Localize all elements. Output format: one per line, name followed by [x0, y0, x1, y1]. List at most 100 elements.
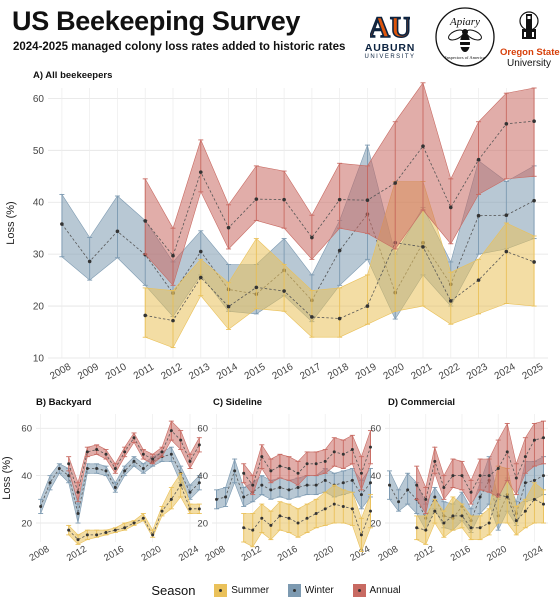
point-annual: [197, 443, 201, 447]
point-summer: [296, 521, 300, 525]
y-tick-label: 30: [33, 250, 45, 261]
point-winter: [406, 488, 410, 492]
point-summer: [287, 516, 291, 520]
y-tick-label: 60: [21, 424, 32, 435]
x-tick-label: 2008: [376, 544, 400, 564]
osu-logo: Oregon State University: [500, 10, 560, 69]
x-tick-label: 2023: [465, 361, 490, 382]
y-tick-label: 20: [21, 519, 32, 530]
point-annual: [287, 467, 291, 471]
x-tick-label: 2012: [413, 544, 437, 564]
line-winter: [40, 453, 200, 514]
point-winter: [532, 198, 536, 203]
point-winter: [368, 481, 372, 485]
point-winter: [523, 481, 527, 485]
x-tick-label: 2021: [409, 361, 434, 382]
point-annual: [359, 471, 363, 475]
point-summer: [323, 507, 327, 511]
line-summer: [416, 494, 544, 531]
point-summer: [451, 514, 455, 518]
point-winter: [215, 497, 219, 501]
y-tick-label: 20: [197, 519, 208, 530]
y-tick-label: 10: [33, 354, 45, 365]
panel-3: 20 40 60 2008 2012 2016 2020 2024 D) Commercial: [370, 397, 548, 564]
point-annual: [151, 457, 155, 461]
point-winter: [198, 249, 203, 254]
point-summer: [171, 318, 175, 323]
x-tick-label: 2016: [449, 544, 473, 564]
point-summer: [359, 533, 363, 537]
point-annual: [85, 450, 89, 454]
point-winter: [132, 459, 136, 463]
point-winter: [113, 485, 117, 489]
point-summer: [350, 507, 354, 511]
point-winter: [87, 259, 92, 264]
point-summer: [226, 304, 231, 309]
point-annual: [76, 490, 80, 494]
point-annual: [143, 219, 148, 223]
apiary-sub: Inspectors of America: [445, 55, 485, 60]
point-winter: [278, 485, 282, 489]
point-annual: [67, 462, 71, 466]
point-annual: [448, 205, 453, 210]
x-tick-label: 2018: [326, 361, 351, 382]
point-winter: [188, 490, 192, 494]
point-winter: [197, 481, 201, 485]
x-tick-label: 2015: [243, 361, 268, 382]
point-winter: [296, 485, 300, 489]
point-summer: [532, 260, 536, 264]
point-winter: [350, 478, 354, 482]
x-tick-label: 2011: [132, 361, 157, 381]
osu-name2: University: [507, 58, 551, 69]
point-annual: [350, 448, 354, 452]
point-summer: [278, 514, 282, 518]
point-annual: [160, 450, 164, 454]
point-annual: [368, 445, 372, 449]
point-summer: [433, 509, 437, 513]
x-tick-label: 2012: [65, 544, 89, 564]
point-winter: [48, 481, 52, 485]
point-annual: [251, 483, 255, 487]
point-winter: [287, 488, 291, 492]
point-annual: [541, 436, 545, 440]
point-summer: [254, 285, 259, 290]
y-tick-label: 60: [33, 94, 45, 105]
point-winter: [541, 474, 545, 478]
point-annual: [314, 462, 318, 466]
point-summer: [368, 509, 372, 513]
y-tick-label: 20: [33, 302, 45, 313]
point-winter: [359, 493, 363, 497]
point-summer: [151, 533, 155, 537]
x-tick-label: 2016: [276, 544, 300, 564]
point-annual: [141, 452, 145, 456]
line-summer: [145, 242, 535, 322]
point-winter: [169, 452, 173, 456]
point-winter: [433, 495, 437, 499]
x-tick-label: 2008: [28, 544, 52, 564]
point-annual: [415, 483, 419, 487]
point-annual: [460, 474, 464, 478]
point-annual: [532, 119, 536, 124]
x-tick-label: 2012: [159, 361, 184, 382]
point-summer: [448, 299, 453, 303]
x-tick-label: 2024: [493, 361, 518, 382]
point-annual: [478, 474, 482, 478]
point-summer: [242, 526, 246, 530]
point-summer: [197, 507, 201, 511]
point-winter: [397, 500, 401, 504]
point-annual: [487, 474, 491, 478]
point-winter: [57, 467, 61, 471]
point-summer: [365, 304, 370, 308]
point-annual: [451, 474, 455, 478]
point-summer: [337, 316, 342, 321]
x-tick-label: 2020: [485, 544, 509, 564]
point-summer: [424, 528, 428, 532]
legend-swatch-winter: [287, 584, 301, 597]
point-winter: [39, 504, 43, 508]
point-annual: [171, 253, 175, 258]
point-summer: [169, 497, 173, 501]
point-annual: [242, 471, 246, 475]
line-winter: [216, 469, 371, 500]
point-winter: [115, 229, 120, 234]
